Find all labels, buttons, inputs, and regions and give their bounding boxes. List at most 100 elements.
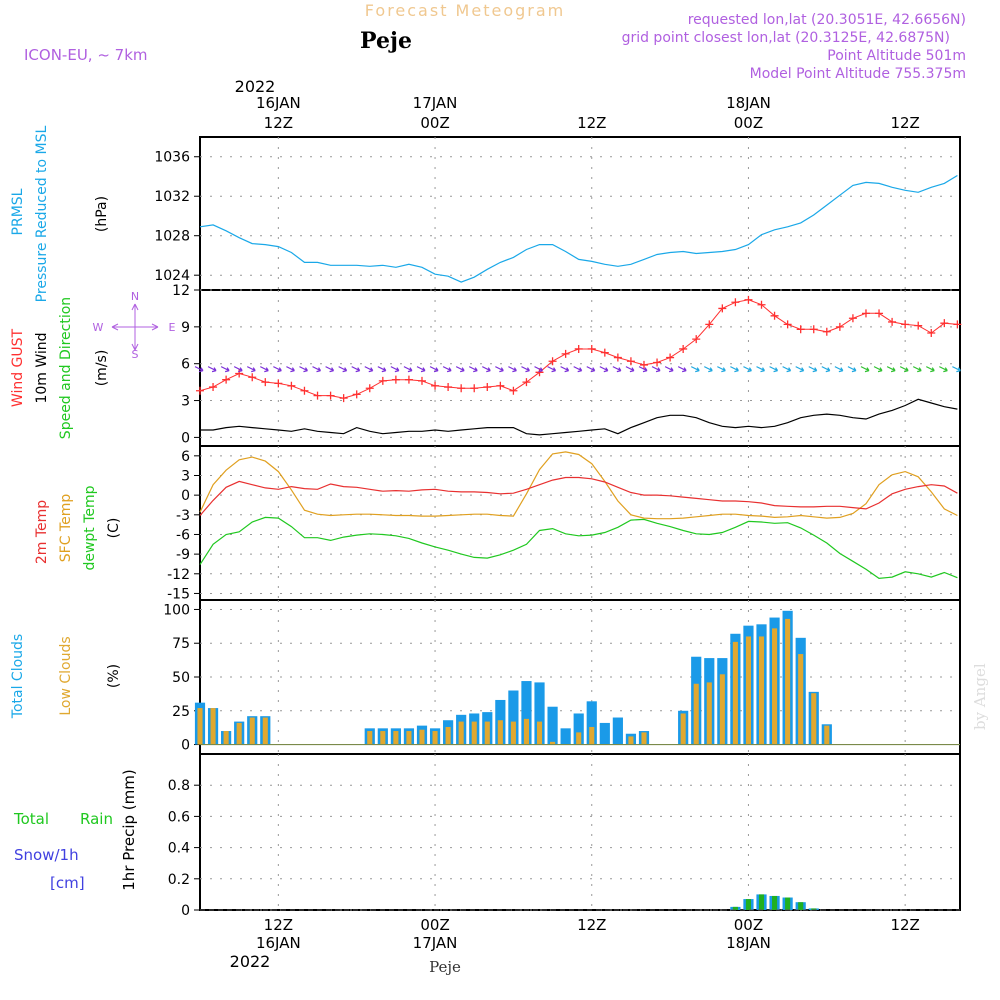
y-tick-label: 3 — [181, 468, 190, 484]
panel-temperature: 6 3 0 -3 -6 -9 -12 -15 — [167, 445, 961, 602]
wind-direction-arrow — [586, 366, 596, 373]
wind-direction-arrow — [690, 366, 700, 373]
low-bar — [236, 722, 242, 745]
gust-marker — [679, 344, 688, 353]
low-bar — [197, 708, 203, 745]
panels: 1024 1028 1032 1036 0 3 6 9 12 6 3 0 -3 -6 -9 -12 -15 0 25… — [10, 94, 962, 952]
wind-direction-arrow — [704, 366, 713, 373]
gust-marker — [496, 381, 505, 390]
wind-direction-arrow — [677, 366, 687, 373]
wind-direction-arrow — [730, 366, 739, 373]
low-bar — [484, 721, 490, 745]
point-altitude: Point Altitude 501m — [827, 48, 966, 64]
y-tick-label: 0.6 — [168, 809, 190, 825]
series-line — [199, 174, 958, 283]
temp-label-2m: 2m Temp — [34, 500, 50, 564]
y-tick-label: 0 — [181, 738, 190, 754]
low-bar — [523, 718, 530, 745]
series-line — [199, 451, 958, 520]
compass-east: E — [169, 321, 176, 334]
wind-direction-arrow — [782, 366, 792, 373]
gust-marker — [365, 384, 374, 393]
wind-direction-arrow — [377, 366, 387, 373]
wind-direction-arrow — [769, 366, 779, 373]
wind-direction-arrow — [194, 366, 204, 373]
gust-marker — [809, 325, 818, 334]
gust-marker — [796, 325, 805, 334]
low-bar — [419, 729, 425, 745]
temp-label-sfc: SFC Temp — [58, 494, 74, 563]
low-bar — [758, 894, 765, 910]
gust-marker — [378, 376, 387, 385]
low-bar — [510, 721, 516, 745]
y-tick-label: 12 — [172, 283, 190, 299]
top-hour-label: 12Z — [890, 114, 919, 132]
gust-marker — [431, 381, 440, 390]
precip-ylabel: 1hr Precip (mm) — [120, 769, 138, 890]
bottom-hour-label: 12Z — [577, 916, 606, 934]
y-tick-label: -15 — [167, 586, 190, 602]
low-bar — [732, 641, 738, 745]
panel-wind: 0 3 6 9 12 — [172, 283, 962, 447]
gust-marker — [901, 320, 910, 329]
compass-north: N — [131, 290, 139, 303]
gust-marker — [666, 353, 675, 362]
bottom-hour-label: 12Z — [264, 916, 293, 934]
low-bar — [380, 731, 386, 745]
wind-direction-arrow — [873, 366, 883, 373]
top-date-label: 16JAN — [256, 94, 301, 112]
series-line — [199, 516, 958, 580]
wind-direction-arrow — [429, 366, 439, 373]
panel-precip: 0 0.2 0.4 0.6 0.8 — [168, 753, 961, 919]
wind-direction-arrow — [338, 366, 348, 373]
gust-marker — [613, 353, 622, 362]
low-bar — [758, 636, 765, 745]
gust-marker — [835, 322, 844, 331]
low-bar — [680, 713, 686, 745]
y-tick-label: 0.8 — [168, 778, 190, 794]
wind-direction-arrow — [899, 366, 909, 373]
model-altitude: Model Point Altitude 755.375m — [750, 66, 966, 82]
gust-marker — [196, 386, 204, 395]
y-tick-label: 1036 — [154, 150, 190, 166]
model-label: ICON-EU, ~ 7km — [24, 46, 148, 64]
low-bar — [785, 618, 791, 745]
wind-direction-arrow — [351, 366, 361, 373]
bottom-date-label: 18JAN — [726, 934, 771, 952]
panel-pressure: 1024 1028 1032 1036 — [154, 136, 961, 291]
gust-marker — [561, 349, 570, 358]
y-tick-label: 50 — [172, 670, 190, 686]
gust-marker — [326, 391, 335, 400]
gust-marker — [470, 384, 479, 393]
wind-direction-arrow — [886, 366, 896, 373]
total-bar — [547, 706, 558, 745]
panel-clouds: 0 25 50 75 100 — [163, 599, 961, 755]
wind-direction-arrow — [926, 366, 935, 373]
wind-direction-arrow — [390, 366, 400, 373]
gust-marker — [404, 375, 413, 384]
gust-marker — [770, 311, 779, 320]
wind-direction-arrow — [638, 366, 648, 373]
wind-direction-arrow — [847, 366, 857, 373]
gust-marker — [914, 321, 923, 330]
wind-direction-arrow — [834, 366, 844, 373]
wind-direction-arrow — [312, 366, 322, 373]
low-bar — [536, 721, 543, 745]
wind-direction-arrow — [952, 366, 961, 373]
gust-marker — [587, 344, 596, 353]
total-bar — [508, 690, 519, 745]
precip-label-rain: Rain — [80, 810, 113, 828]
low-bar — [798, 902, 804, 910]
gust-marker — [444, 383, 453, 392]
precip-label-total: Total — [13, 810, 49, 828]
y-tick-label: 0.4 — [168, 841, 190, 857]
y-tick-label: 25 — [172, 704, 190, 720]
precip-label-snow: Snow/1h — [14, 846, 79, 864]
y-tick-label: 0.2 — [168, 872, 190, 888]
wind-direction-arrow — [246, 366, 256, 373]
top-year-label: 2022 — [235, 77, 276, 96]
gust-marker — [522, 378, 531, 387]
y-tick-label: -6 — [176, 527, 190, 543]
low-bar — [824, 725, 830, 745]
y-tick-label: 0 — [181, 488, 190, 504]
